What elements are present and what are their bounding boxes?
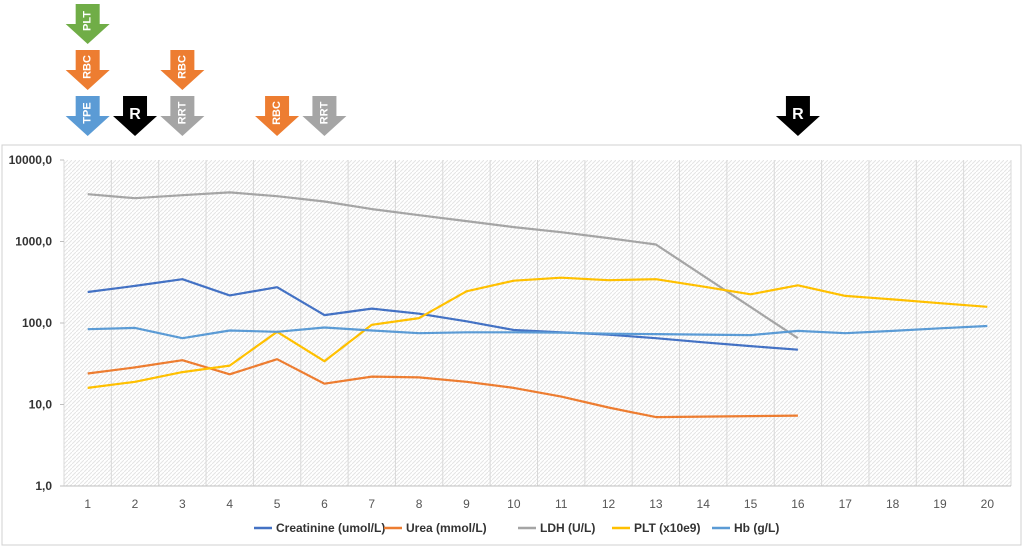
arrow-shape: [113, 96, 158, 136]
arrow-shape: [65, 50, 110, 90]
series-line-urea: [87, 358, 798, 419]
x-tick-label: 10: [507, 497, 521, 511]
series-line-plt: [87, 276, 988, 389]
y-tick-label: 100,0: [22, 316, 52, 330]
series-line-ldh: [87, 191, 799, 340]
series-lines: [87, 191, 988, 419]
arrow-shape: [302, 96, 347, 136]
x-tick-label: 18: [886, 497, 900, 511]
x-tick-label: 17: [839, 497, 853, 511]
marker-label: RRT: [318, 101, 330, 124]
x-tick-label: 15: [744, 497, 758, 511]
marker-arrow-r: R: [775, 96, 820, 136]
series-line-hb: [87, 324, 988, 340]
marker-arrow-tpe: TPE: [65, 96, 110, 136]
marker-label: RBC: [271, 101, 283, 125]
marker-label: RBC: [82, 55, 94, 79]
legend-label: Urea (mmol/L): [406, 521, 487, 535]
marker-label: R: [129, 106, 141, 123]
legend: Creatinine (umol/L) Urea (mmol/L) LDH (U/L…: [254, 521, 779, 535]
legend-label: PLT (x10e9): [634, 521, 700, 535]
gridlines: [63, 160, 1012, 486]
arrow-shape: [65, 96, 110, 136]
arrow-shape: [65, 4, 110, 44]
x-tick-label: 13: [649, 497, 663, 511]
x-tick-label: 1: [84, 497, 91, 511]
legend-label: LDH (U/L): [540, 521, 595, 535]
marker-label: R: [792, 106, 804, 123]
arrow-shape: [160, 50, 205, 90]
marker-arrow-rbc: RBC: [160, 50, 205, 90]
y-tick-label: 10,0: [29, 398, 53, 412]
marker-arrow-plt: PLT: [65, 4, 110, 44]
marker-label: RRT: [176, 101, 188, 124]
y-tick-label: 1,0: [35, 479, 52, 493]
x-tick-label: 2: [132, 497, 139, 511]
x-tick-label: 16: [791, 497, 805, 511]
x-tick-label: 8: [416, 497, 423, 511]
marker-arrow-r: R: [113, 96, 158, 136]
marker-arrow-rrt: RRT: [302, 96, 347, 136]
y-tick-label: 1000,0: [15, 235, 52, 249]
x-tick-label: 14: [697, 497, 711, 511]
x-tick-label: 3: [179, 497, 186, 511]
marker-label: RBC: [176, 55, 188, 79]
x-tick-label: 19: [933, 497, 947, 511]
treatment-markers: PLT RBC TPE R RBC RRT RBC RRT R: [65, 4, 820, 136]
arrow-shape: [255, 96, 300, 136]
marker-label: PLT: [82, 11, 94, 31]
x-tick-label: 20: [981, 497, 995, 511]
arrow-shape: [160, 96, 205, 136]
y-tick-label: 10000,0: [9, 153, 53, 167]
legend-label: Hb (g/L): [734, 521, 779, 535]
x-tick-label: 6: [321, 497, 328, 511]
x-tick-label: 7: [368, 497, 375, 511]
marker-arrow-rrt: RRT: [160, 96, 205, 136]
marker-arrow-rbc: RBC: [65, 50, 110, 90]
x-tick-label: 11: [555, 497, 568, 511]
marker-arrow-rbc: RBC: [255, 96, 300, 136]
x-tick-label: 4: [226, 497, 233, 511]
marker-label: TPE: [82, 102, 94, 123]
legend-label: Creatinine (umol/L): [276, 521, 385, 535]
x-tick-label: 5: [274, 497, 281, 511]
arrow-shape: [775, 96, 820, 136]
x-tick-label: 12: [602, 497, 616, 511]
x-tick-label: 9: [463, 497, 470, 511]
series-line-creatinine: [87, 278, 798, 351]
